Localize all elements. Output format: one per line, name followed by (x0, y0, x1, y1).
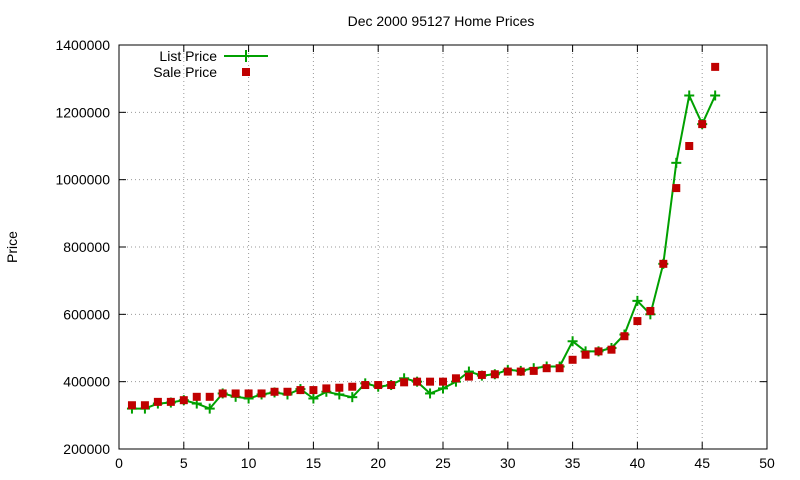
sale-price-point (490, 370, 499, 379)
legend: List Price Sale Price (153, 48, 268, 80)
sale-price-point (439, 377, 447, 386)
sale-price-point (698, 120, 707, 129)
y-tick-label: 1400000 (55, 37, 110, 53)
legend-label-sale-price: Sale Price (153, 64, 217, 80)
list-price-point (308, 393, 319, 404)
list-price-point (425, 388, 436, 399)
sale-price-point (387, 381, 396, 390)
x-tick-label: 40 (630, 455, 646, 471)
sale-price-point (568, 355, 577, 364)
x-tick-label: 0 (115, 455, 123, 471)
sale-price-point (231, 389, 240, 398)
sale-price-point (348, 382, 357, 391)
list-price-line (132, 94, 717, 410)
y-tick-label: 1000000 (55, 172, 110, 188)
sale-price-point (283, 387, 292, 396)
axis-ticks (118, 44, 768, 450)
sale-price-point (322, 384, 331, 393)
sale-price-point (400, 378, 409, 387)
sale-price-point (711, 62, 720, 71)
x-tick-label: 25 (435, 455, 451, 471)
sale-price-point (477, 370, 486, 379)
y-tick-label: 200000 (63, 441, 110, 457)
list-price-point (347, 392, 358, 403)
sale-price-point (361, 381, 370, 390)
series-layer (126, 62, 721, 414)
sale-price-point (309, 386, 318, 395)
sale-price-point (516, 367, 525, 376)
sale-price-point (205, 392, 214, 401)
sale-price-point (464, 372, 473, 381)
sale-price-point (426, 377, 435, 386)
sale-price-point (192, 392, 201, 401)
list-price-point (671, 157, 682, 168)
sale-price-point (620, 332, 629, 341)
x-tick-label: 50 (759, 455, 775, 471)
sale-price-point (503, 367, 512, 376)
sale-price-point (581, 350, 590, 359)
list-price-point (684, 90, 695, 101)
y-tick-label: 400000 (63, 374, 110, 390)
sale-price-point (646, 306, 655, 315)
sale-price-point (451, 374, 460, 383)
list-price-point (567, 336, 578, 347)
sale-price-point (296, 386, 305, 395)
chart-title: Dec 2000 95127 Home Prices (348, 13, 535, 29)
legend-label-list-price: List Price (159, 48, 217, 64)
x-tick-label: 5 (180, 455, 188, 471)
sale-price-point (335, 383, 344, 392)
y-tick-label: 600000 (63, 306, 110, 322)
legend-marker-list-price (240, 50, 252, 62)
legend-marker-sale-price (242, 68, 250, 76)
tick-labels: 0 5 10 15 20 25 30 35 40 45 50 200000 400000 600000 80… (55, 37, 775, 471)
x-tick-label: 30 (500, 455, 516, 471)
sale-price-point (218, 389, 227, 398)
list-price-point (710, 90, 721, 101)
sale-price-point (633, 317, 642, 326)
sale-price-point (257, 389, 266, 398)
list-price-point (632, 295, 643, 306)
sale-price-point (542, 364, 551, 373)
x-tick-label: 45 (694, 455, 710, 471)
sale-price-point (179, 396, 188, 405)
sale-price-point (127, 401, 136, 410)
sale-price-point (244, 389, 253, 398)
sale-price-point (607, 345, 616, 354)
sale-price-point (659, 259, 668, 268)
y-tick-label: 800000 (63, 239, 110, 255)
sale-price-point (594, 347, 603, 356)
sale-price-point (140, 401, 149, 410)
sale-price-point (374, 381, 383, 390)
sale-price-point (672, 184, 681, 193)
y-tick-label: 1200000 (55, 104, 110, 120)
sale-price-point (270, 387, 279, 396)
plot-frame (118, 44, 768, 450)
y-axis-label: Price (4, 231, 20, 263)
x-tick-label: 15 (306, 455, 322, 471)
sale-price-point (555, 364, 564, 373)
x-tick-label: 35 (565, 455, 581, 471)
sale-price-point (529, 366, 538, 375)
sale-price-point (685, 142, 694, 150)
sale-price-point (153, 397, 162, 406)
sale-price-point (166, 397, 175, 406)
sale-price-point (413, 377, 422, 386)
x-tick-label: 10 (241, 455, 257, 471)
x-tick-label: 20 (370, 455, 386, 471)
list-price-point (204, 403, 215, 414)
